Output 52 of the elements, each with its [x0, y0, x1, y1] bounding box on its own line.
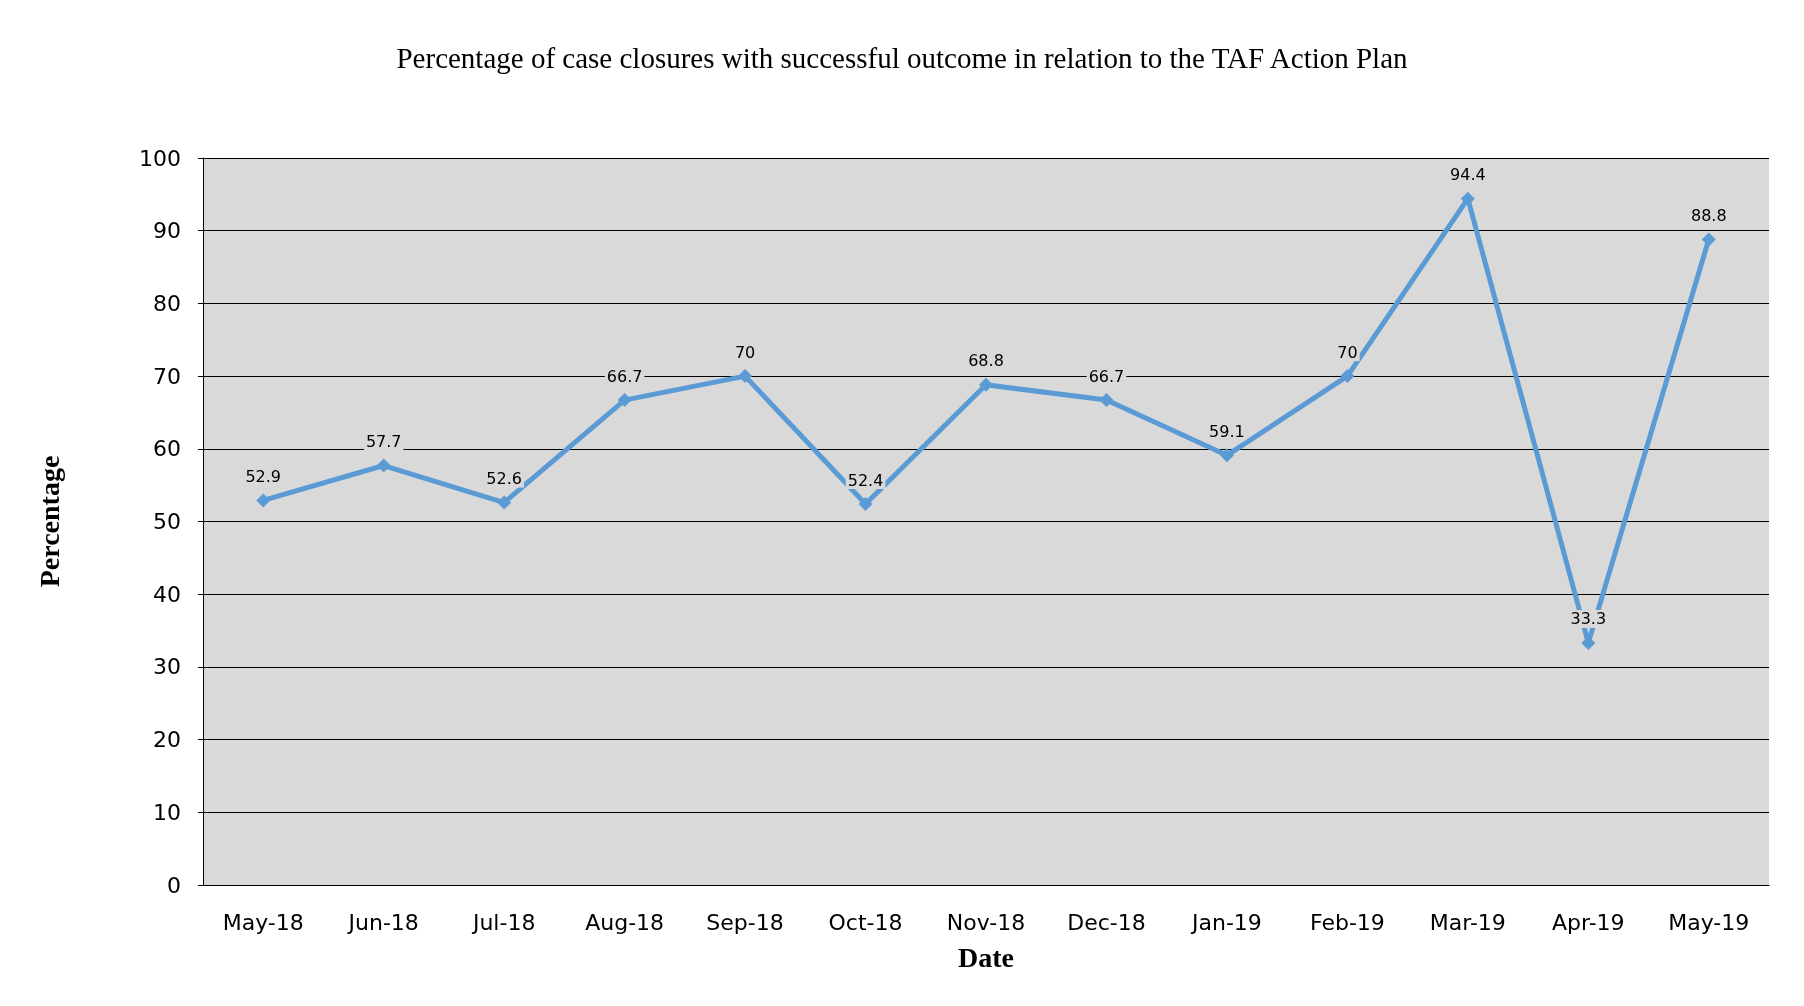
point	[1701, 232, 1716, 247]
point	[1099, 393, 1114, 408]
point	[1460, 191, 1475, 206]
y-tick-label: 50	[153, 509, 181, 534]
x-tick-label: Jun-18	[346, 909, 419, 935]
x-axis-title: Date	[958, 941, 1014, 973]
point	[979, 377, 993, 392]
data-label: 94.4	[1450, 165, 1486, 185]
data-label: 52.9	[245, 466, 282, 486]
x-tick-label: Sep-18	[706, 909, 784, 935]
point	[256, 493, 271, 508]
point	[376, 458, 391, 473]
data-label: 66.7	[1088, 366, 1125, 386]
y-tick-label: 20	[153, 727, 181, 753]
point	[738, 369, 753, 384]
x-tick-label: May-18	[222, 909, 304, 935]
x-tick-label: Mar-19	[1429, 909, 1506, 935]
y-tick-label: 40	[153, 581, 181, 607]
x-tick-label: Dec-18	[1067, 909, 1146, 935]
data-label: 70	[734, 342, 756, 362]
data-label: 88.8	[1690, 205, 1727, 225]
y-tick-label: 100	[139, 145, 181, 171]
x-tick-label: May-19	[1668, 909, 1750, 935]
data-label: 52.4	[847, 470, 884, 490]
x-tick-label: Jul-18	[470, 909, 536, 935]
point	[1219, 448, 1234, 463]
y-tick-label: 0	[167, 872, 181, 898]
data-label: 68.8	[968, 351, 1004, 371]
data-label: 70	[1337, 342, 1358, 362]
chart-title: Percentage of case closures with successful outcome in relation to the TAF Action Plan	[396, 41, 1409, 74]
y-tick-label: 10	[153, 799, 181, 825]
y-axis-title: Percentage	[33, 455, 65, 588]
x-tick-label: Oct-18	[828, 909, 903, 935]
data-label: 59.1	[1209, 421, 1245, 441]
data-label: 52.6	[486, 469, 522, 489]
point	[617, 393, 632, 408]
x-tick-label: Feb-19	[1309, 909, 1385, 935]
data-label: 66.7	[606, 366, 643, 386]
y-tick-label: 60	[153, 436, 181, 462]
y-tick-label: 90	[153, 218, 181, 244]
y-tick-label: 30	[153, 654, 181, 680]
y-tick-label: 80	[153, 290, 181, 316]
data-label: 33.3	[1570, 609, 1607, 629]
point	[497, 495, 512, 510]
x-tick-label: Apr-19	[1552, 909, 1625, 935]
point	[1340, 369, 1355, 384]
x-tick-label: Jan-19	[1189, 909, 1262, 935]
y-tick-label: 70	[153, 363, 181, 389]
x-tick-label: Nov-18	[946, 909, 1026, 935]
point	[858, 497, 873, 512]
x-tick-label: Aug-18	[585, 909, 665, 935]
data-label: 57.7	[365, 432, 402, 452]
